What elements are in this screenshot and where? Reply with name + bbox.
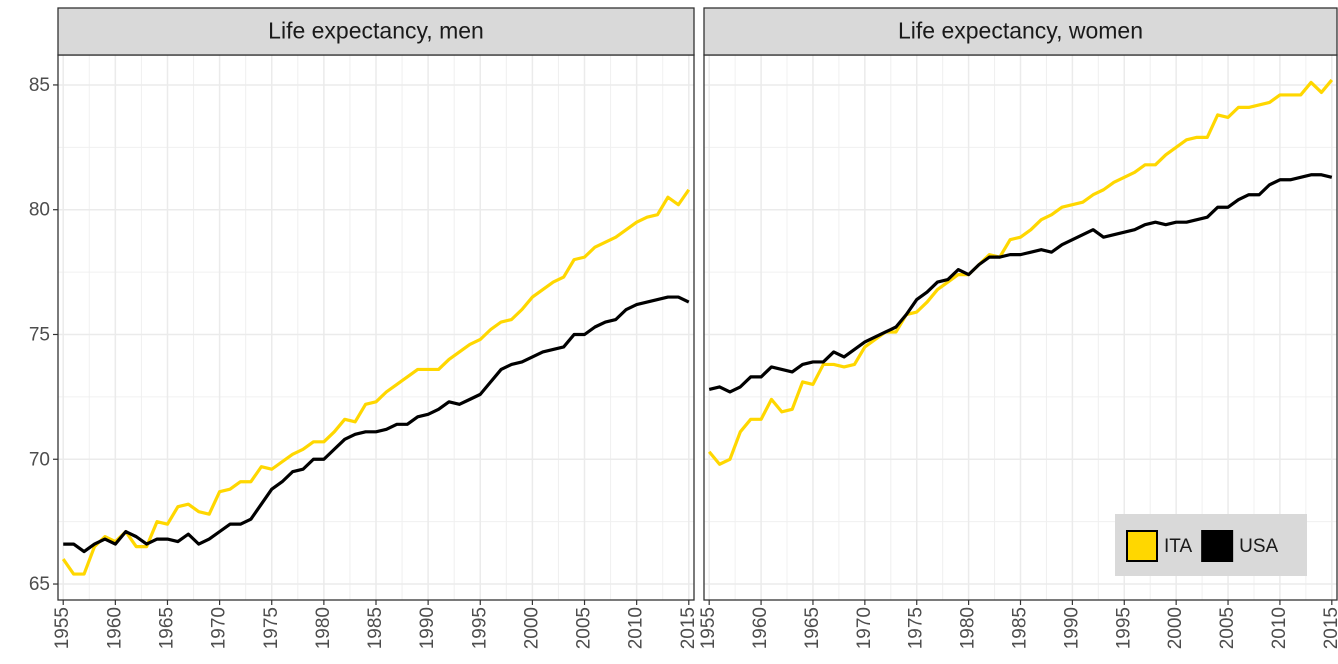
x-tick-label: 1975 — [906, 607, 927, 649]
x-tick-label: 1965 — [802, 607, 823, 649]
x-tick-label: 1980 — [313, 607, 334, 649]
x-tick-label: 1995 — [469, 607, 490, 649]
x-tick-label: 1965 — [156, 607, 177, 649]
x-tick-label: 1990 — [1061, 607, 1082, 649]
x-tick-label: 1985 — [1010, 607, 1031, 649]
strip-title: Life expectancy, women — [898, 18, 1143, 44]
x-tick-label: 1970 — [209, 607, 230, 649]
strip — [57, 7, 695, 56]
x-tick-label: 2005 — [1217, 607, 1238, 649]
series-line — [707, 78, 1334, 466]
legend: ITA USA — [1115, 514, 1307, 576]
y-tick-label: 75 — [29, 325, 50, 346]
x-tick-label: 2000 — [521, 607, 542, 649]
legend-label: USA — [1239, 536, 1278, 557]
x-tick-label: 1960 — [750, 607, 771, 649]
x-tick-label: 2015 — [678, 607, 699, 649]
x-tick-label: 1980 — [958, 607, 979, 649]
x-tick-label: 2010 — [626, 607, 647, 649]
strip — [703, 7, 1338, 56]
x-tick-label: 1985 — [365, 607, 386, 649]
y-tick-label: 70 — [29, 449, 50, 470]
x-tick-label: 1990 — [417, 607, 438, 649]
x-tick-label: 1975 — [261, 607, 282, 649]
x-tick-label: 1995 — [1113, 607, 1134, 649]
x-tick-label: 2000 — [1165, 607, 1186, 649]
x-tick-label: 1955 — [52, 607, 73, 649]
x-tick-label: 1960 — [104, 607, 125, 649]
x-tick-label: 2015 — [1321, 607, 1338, 649]
x-tick-label: 2005 — [574, 607, 595, 649]
x-tick-label: 1955 — [698, 607, 719, 649]
x-tick-label: 2010 — [1269, 607, 1290, 649]
series-line — [708, 173, 1333, 394]
series-line — [61, 188, 691, 576]
legend-label: ITA — [1164, 536, 1192, 557]
strip-title: Life expectancy, men — [268, 18, 484, 44]
x-tick-label: 1970 — [854, 607, 875, 649]
series-line — [63, 295, 690, 554]
y-tick-label: 80 — [29, 200, 50, 221]
y-tick-label: 65 — [29, 574, 50, 595]
legend-key — [1126, 530, 1158, 562]
y-tick-label: 85 — [29, 75, 50, 96]
legend-key — [1201, 530, 1234, 562]
